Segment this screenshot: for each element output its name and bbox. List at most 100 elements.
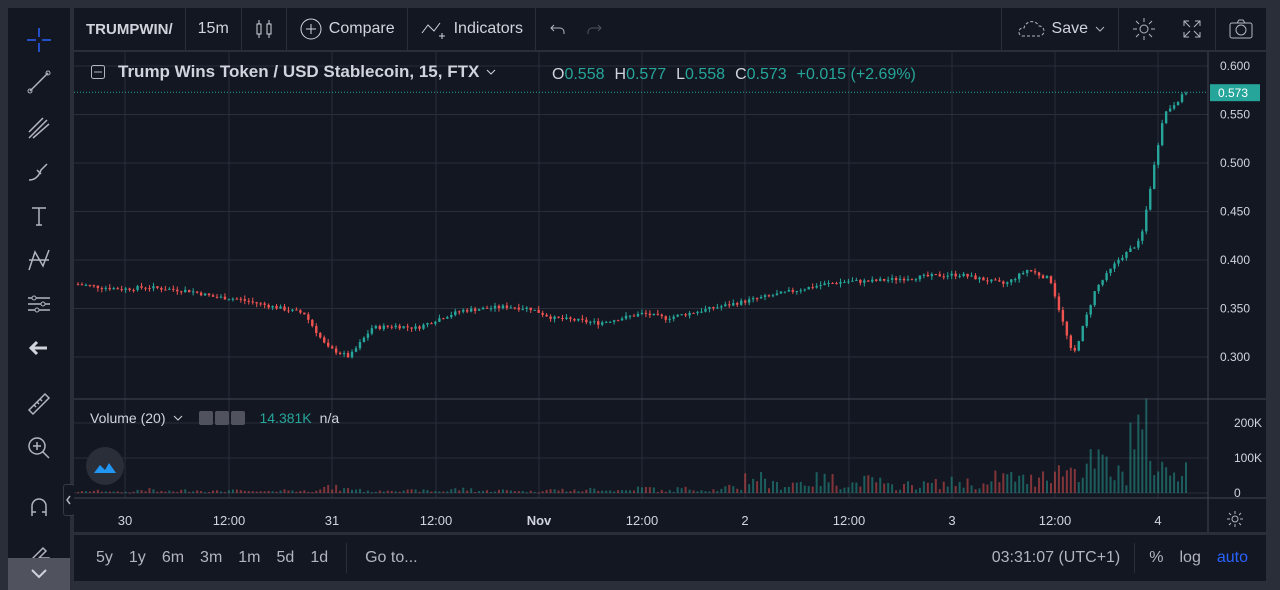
trendline-icon[interactable]: [23, 66, 55, 98]
volume-bar: [1117, 465, 1120, 493]
range-1y[interactable]: 1y: [128, 549, 146, 566]
undo-button[interactable]: [536, 8, 580, 50]
axis-settings-button[interactable]: [1226, 510, 1244, 533]
range-3m[interactable]: 3m: [200, 549, 223, 566]
indicators-button[interactable]: Indicators: [408, 8, 535, 50]
candle-body: [493, 305, 497, 309]
volume-bar: [867, 475, 870, 493]
close-icon[interactable]: [231, 411, 246, 425]
range-1d[interactable]: 1d: [310, 549, 329, 566]
range-6m[interactable]: 6m: [161, 549, 185, 566]
candle-body: [708, 307, 711, 310]
redo-button[interactable]: [580, 8, 608, 50]
volume-bar: [434, 491, 437, 493]
ruler-icon[interactable]: [23, 388, 55, 420]
volume-bar: [883, 483, 886, 493]
candle-body: [481, 307, 485, 310]
range-5y[interactable]: 5y: [96, 549, 113, 566]
range-1m[interactable]: 1m: [238, 549, 261, 566]
percent-toggle[interactable]: %: [1149, 549, 1164, 566]
volume-bar: [497, 489, 500, 493]
candle-body: [755, 298, 759, 300]
volume-bar: [561, 488, 564, 493]
volume-bar: [196, 490, 199, 493]
volume-bar: [748, 484, 751, 493]
drawing-toolbar: [8, 8, 70, 590]
candle-body: [330, 346, 334, 349]
save-button[interactable]: Save: [1002, 8, 1118, 50]
auto-toggle[interactable]: auto: [1216, 549, 1248, 566]
volume-bar: [799, 481, 802, 493]
candle-body: [700, 311, 703, 313]
volume-bar: [1085, 463, 1088, 493]
symbol-search[interactable]: TRUMPWIN/: [74, 8, 185, 50]
zoom-in-icon[interactable]: [23, 432, 55, 464]
candle-body: [430, 323, 433, 325]
volume-bar: [545, 489, 548, 493]
interval-button[interactable]: 15m: [197, 20, 229, 37]
series-title[interactable]: Trump Wins Token / USD Stablecoin, 15, F…: [118, 62, 480, 81]
clock[interactable]: 03:31:07 (UTC+1): [991, 549, 1121, 566]
settings-icon[interactable]: [215, 411, 230, 425]
candle-body: [422, 324, 425, 329]
candle-body: [581, 318, 584, 320]
magnet-icon[interactable]: [23, 492, 55, 524]
range-buttons: 5y 1y 6m 3m 1m 5d 1d: [88, 549, 336, 567]
arrow-left-icon[interactable]: [23, 332, 55, 364]
chevron-down-icon: [31, 569, 47, 579]
volume-bar: [632, 490, 635, 493]
candle-body: [112, 288, 115, 290]
crosshair-icon[interactable]: [23, 24, 55, 56]
settings-button[interactable]: [1119, 8, 1169, 50]
chart-area[interactable]: 0.600 0.550 0.500 0.450 0.400 0.350 0.300 200K…: [74, 52, 1266, 532]
candle-body: [573, 319, 576, 321]
volume-bar: [200, 491, 203, 493]
candle-body: [1129, 248, 1132, 252]
candle-body: [473, 308, 477, 311]
pitchfork-icon[interactable]: [23, 112, 55, 144]
chart-type-button[interactable]: [242, 8, 286, 50]
candle-body: [962, 273, 965, 276]
volume-title[interactable]: Volume (20): [90, 410, 166, 426]
candle-body: [577, 318, 580, 321]
volume-bar: [422, 489, 425, 493]
chevron-down-icon: [486, 69, 496, 75]
price-chart[interactable]: 0.600 0.550 0.500 0.450 0.400 0.350 0.300 200K…: [74, 52, 1266, 532]
volume-bar: [565, 491, 568, 493]
candle-body: [855, 280, 858, 282]
volume-bar: [764, 478, 767, 493]
prediction-icon[interactable]: [23, 288, 55, 320]
logo-badge[interactable]: [86, 447, 124, 485]
volume-bar: [140, 490, 143, 493]
candle-body: [1180, 94, 1184, 102]
volume-bar: [315, 490, 318, 493]
candle-body: [231, 298, 235, 300]
volume-series: [77, 398, 1187, 494]
compare-button[interactable]: Compare: [287, 8, 407, 50]
snapshot-button[interactable]: [1216, 8, 1266, 50]
brush-icon[interactable]: [23, 156, 55, 188]
range-5d[interactable]: 5d: [276, 549, 295, 566]
volume-bar: [426, 490, 429, 493]
volume-bar: [899, 489, 902, 493]
fullscreen-button[interactable]: [1169, 8, 1215, 50]
eye-icon[interactable]: [199, 411, 214, 425]
candle-body: [394, 325, 397, 328]
candle-body: [930, 274, 934, 277]
volume-bar: [990, 481, 993, 493]
volume-bar: [541, 491, 544, 493]
volume-bar: [998, 482, 1001, 493]
collapse-legend-icon[interactable]: [90, 64, 106, 80]
text-icon[interactable]: [23, 200, 55, 232]
pattern-icon[interactable]: [23, 244, 55, 276]
indicators-icon: [421, 22, 445, 39]
candle-body: [1037, 272, 1041, 276]
volume-bar: [124, 491, 127, 493]
toolbar-expand-button[interactable]: [8, 558, 70, 590]
goto-button[interactable]: Go to...: [365, 549, 418, 566]
volume-bar: [263, 491, 266, 493]
candle-body: [656, 313, 660, 315]
candle-body: [831, 282, 834, 284]
log-toggle[interactable]: log: [1179, 549, 1201, 566]
candle-body: [775, 293, 779, 296]
